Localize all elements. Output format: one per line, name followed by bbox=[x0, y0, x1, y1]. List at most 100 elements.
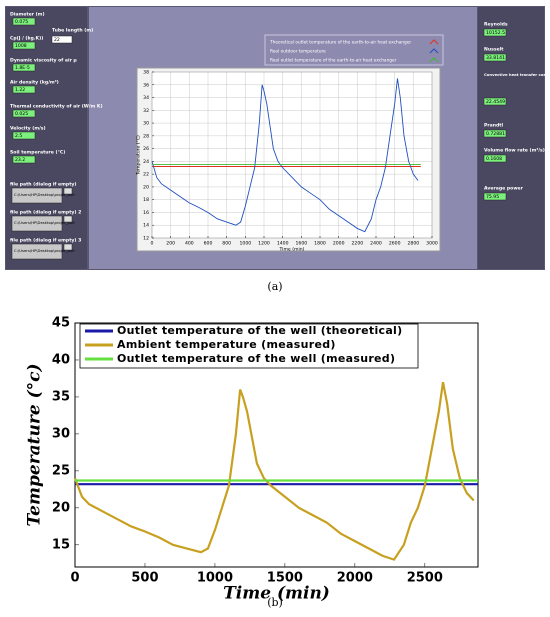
y-tick-label: 34 bbox=[143, 95, 149, 101]
y-tick-label: 22 bbox=[143, 172, 149, 178]
y-tick-label: 30 bbox=[52, 426, 70, 441]
y-tick-label: 40 bbox=[52, 352, 70, 367]
input-box bbox=[12, 17, 36, 26]
input-value: 1008 bbox=[15, 43, 27, 49]
output-value: 22.4549 bbox=[486, 99, 505, 105]
input-box bbox=[12, 85, 36, 94]
y-tick-label: 36 bbox=[143, 82, 149, 88]
y-tick-label: 15 bbox=[52, 537, 70, 552]
file-path-box bbox=[11, 243, 63, 260]
plot-area bbox=[151, 71, 433, 239]
data-line bbox=[73, 381, 475, 561]
input-box bbox=[12, 155, 36, 164]
output-label: Prandtl bbox=[484, 123, 503, 129]
legend-box bbox=[79, 323, 419, 369]
legend-label: Theoretical outlet temperature of the ea… bbox=[269, 40, 411, 46]
legend-swatch bbox=[429, 48, 439, 54]
legend-swatch bbox=[429, 57, 439, 63]
browse-button[interactable] bbox=[63, 243, 73, 251]
output-box bbox=[483, 97, 507, 106]
x-axis-label: Time (min) bbox=[223, 584, 330, 604]
legend-label: Ambient temperature (measured) bbox=[117, 338, 336, 351]
input-label: Soil temperature (°C) bbox=[10, 150, 65, 156]
x-tick-label: 2000 bbox=[333, 241, 345, 247]
input-box bbox=[12, 41, 36, 50]
x-axis-label: Time (min) bbox=[279, 247, 305, 253]
input-value: 2.5 bbox=[15, 133, 22, 139]
legend-label: Outlet temperature of the well (theoreti… bbox=[117, 324, 402, 337]
file-path-label: file path (dialog if empty) bbox=[10, 182, 76, 188]
y-axis-label: Temperature (°c) bbox=[25, 363, 45, 526]
y-tick-label: 12 bbox=[143, 236, 149, 242]
x-tick-label: 2400 bbox=[370, 241, 382, 247]
output-value: 0.72881 bbox=[486, 131, 505, 137]
x-tick-label: 2800 bbox=[407, 241, 419, 247]
output-box bbox=[483, 53, 507, 62]
y-tick-label: 20 bbox=[52, 500, 70, 515]
browse-button[interactable] bbox=[63, 187, 73, 195]
input-box bbox=[51, 35, 73, 44]
x-tick-label: 0 bbox=[151, 241, 154, 247]
output-value: 33.8141 bbox=[486, 55, 505, 61]
output-panel bbox=[478, 7, 544, 269]
output-box bbox=[483, 129, 507, 138]
x-tick-label: 2000 bbox=[337, 571, 373, 586]
y-tick-label: 20 bbox=[143, 184, 149, 190]
x-tick-label: 600 bbox=[204, 241, 213, 247]
input-value: 0.075 bbox=[15, 19, 28, 25]
y-axis-label: Temperature (°C) bbox=[136, 135, 142, 176]
x-tick-label: 2500 bbox=[407, 571, 443, 586]
input-box bbox=[12, 109, 36, 118]
x-tick-label: 2200 bbox=[351, 241, 363, 247]
output-box bbox=[483, 154, 507, 163]
x-tick-label: 1000 bbox=[197, 571, 233, 586]
input-box bbox=[12, 63, 36, 72]
y-tick-label: 18 bbox=[143, 197, 149, 203]
file-path-box bbox=[11, 215, 63, 232]
output-label: Average power bbox=[484, 186, 524, 192]
output-label: Nusselt bbox=[484, 47, 504, 53]
x-tick-label: 1200 bbox=[258, 241, 270, 247]
y-tick-label: 16 bbox=[143, 210, 149, 216]
y-tick-label: 24 bbox=[143, 159, 149, 165]
input-label: Tube length (m) bbox=[52, 28, 93, 34]
y-tick-label: 32 bbox=[143, 108, 149, 114]
y-tick-label: 35 bbox=[52, 389, 70, 404]
output-value: 10152.5 bbox=[486, 30, 505, 36]
output-box bbox=[483, 192, 507, 201]
legend-box bbox=[264, 34, 444, 66]
file-path-label: file path (dialog if empty) 2 bbox=[10, 210, 81, 216]
x-tick-label: 800 bbox=[222, 241, 231, 247]
x-tick-label: 500 bbox=[131, 571, 158, 586]
input-label: Dynamic viscosity of air μ bbox=[10, 58, 77, 64]
output-value: 0.1608 bbox=[486, 156, 502, 162]
legend-label: Real outdoor temperature bbox=[270, 49, 326, 55]
x-tick-label: 1600 bbox=[295, 241, 307, 247]
x-tick-label: 0 bbox=[70, 571, 79, 586]
input-value: 22 bbox=[54, 37, 60, 43]
y-tick-label: 38 bbox=[143, 70, 149, 76]
legend-label: Real outlet temperature of the earth-to-… bbox=[270, 58, 397, 64]
file-path-box bbox=[11, 187, 63, 204]
browse-button[interactable] bbox=[63, 215, 73, 223]
x-tick-label: 1800 bbox=[314, 241, 326, 247]
y-tick-label: 26 bbox=[143, 146, 149, 152]
y-tick-label: 25 bbox=[52, 463, 70, 478]
caption: (b) bbox=[267, 596, 283, 609]
output-value: 75.95 bbox=[486, 194, 499, 200]
y-tick-label: 28 bbox=[143, 133, 149, 139]
file-path-label: file path (dialog if empty) 3 bbox=[10, 238, 81, 244]
x-tick-label: 1000 bbox=[239, 241, 251, 247]
x-tick-label: 1500 bbox=[267, 571, 303, 586]
x-tick-label: 1400 bbox=[277, 241, 289, 247]
input-value: 1.8E-5 bbox=[15, 65, 30, 71]
x-tick-label: 400 bbox=[185, 241, 194, 247]
input-value: 23.2 bbox=[15, 157, 25, 163]
y-tick-label: 45 bbox=[52, 316, 70, 331]
file-path-value: C:\Users\HP\Desktop\projet_puit bbox=[14, 220, 75, 225]
input-label: Cp(J / (kg.K)) bbox=[10, 36, 43, 42]
output-label: Volume flow rate (m³/s) bbox=[484, 148, 545, 154]
input-box bbox=[12, 131, 36, 140]
file-path-value: C:\Users\HP\Desktop\projet_puit bbox=[14, 248, 75, 253]
